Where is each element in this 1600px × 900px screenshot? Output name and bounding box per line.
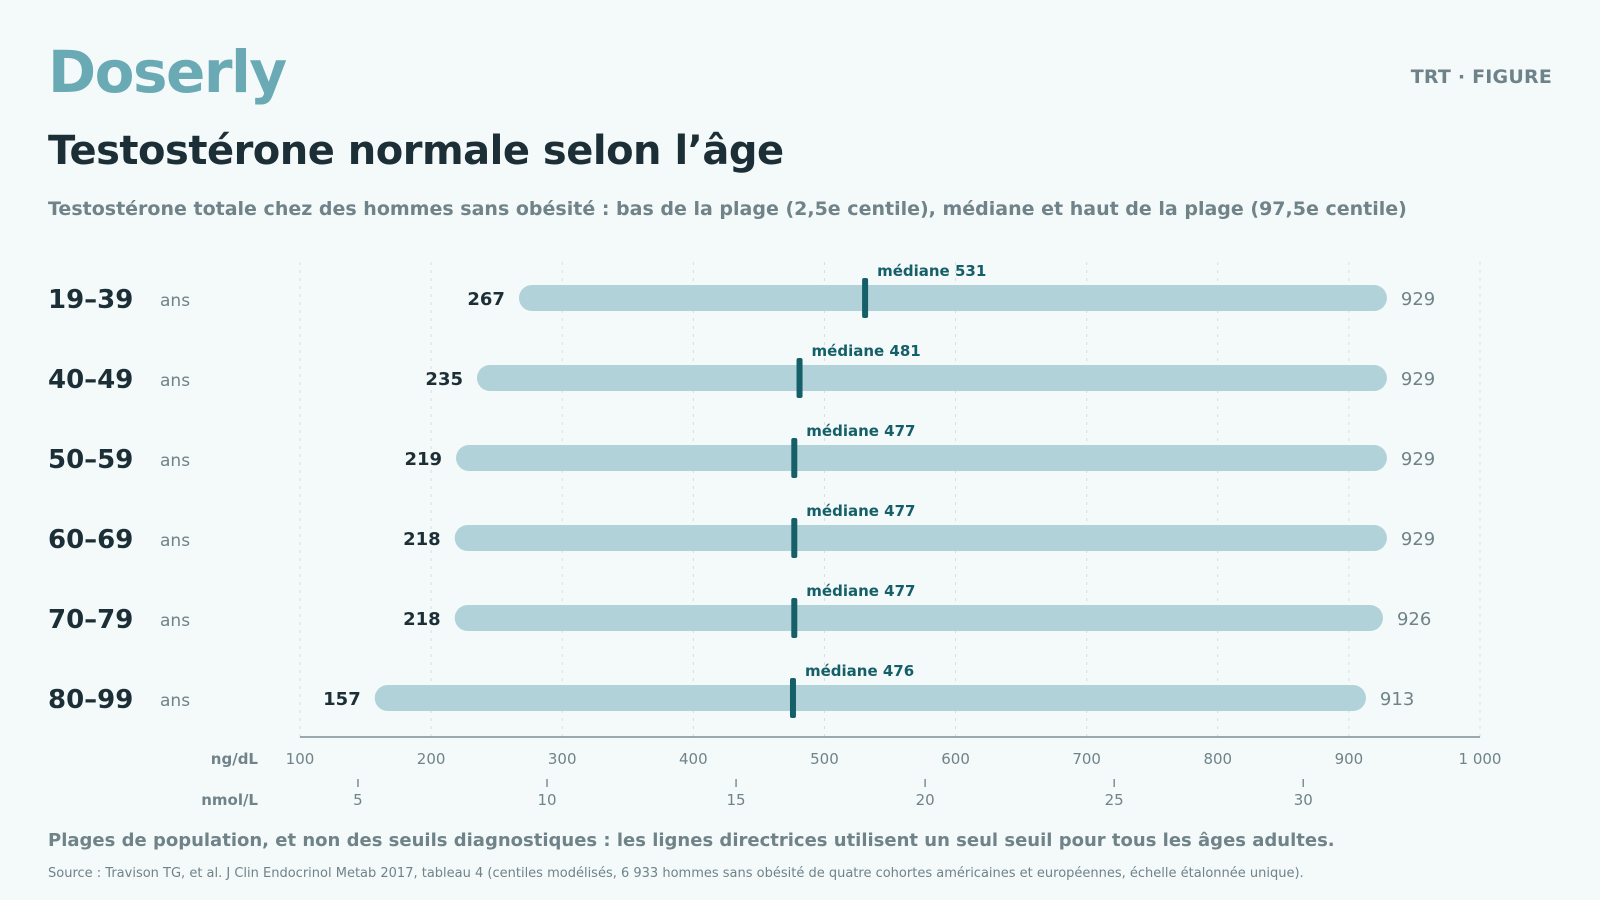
high-value-label: 913	[1380, 689, 1414, 710]
x-axis-unit-label: ng/dL	[211, 750, 259, 768]
age-group-label: 50–59	[48, 445, 133, 475]
page-subtitle: Testostérone totale chez des hommes sans…	[48, 198, 1407, 220]
secondary-tick-label: 15	[727, 791, 746, 809]
low-value-label: 218	[403, 529, 441, 550]
median-label: médiane 477	[806, 502, 915, 520]
x-tick-label: 800	[1203, 750, 1232, 768]
age-unit-label: ans	[160, 451, 190, 471]
age-unit-label: ans	[160, 611, 190, 631]
median-marker	[789, 678, 796, 718]
x-tick-label: 900	[1335, 750, 1364, 768]
median-label: médiane 531	[877, 262, 986, 280]
age-unit-label: ans	[160, 371, 190, 391]
footnote: Plages de population, et non des seuils …	[48, 830, 1335, 851]
high-value-label: 929	[1401, 289, 1435, 310]
median-label: médiane 481	[812, 342, 921, 360]
median-label: médiane 476	[805, 662, 914, 680]
median-marker	[796, 358, 803, 398]
age-unit-label: ans	[160, 691, 190, 711]
low-value-label: 157	[323, 689, 361, 710]
source-citation: Source : Travison TG, et al. J Clin Endo…	[48, 866, 1304, 881]
low-value-label: 218	[403, 609, 441, 630]
median-marker	[791, 598, 798, 638]
high-value-label: 929	[1401, 529, 1435, 550]
secondary-tick-label: 5	[353, 791, 363, 809]
high-value-label: 929	[1401, 449, 1435, 470]
range-chart: 19–39 ans 267 929 médiane 531 40–49 ans 235 929 m…	[48, 262, 1502, 809]
secondary-axis-unit-label: nmol/L	[201, 791, 258, 809]
x-tick-label: 600	[941, 750, 970, 768]
figure-tag: TRT · FIGURE	[1410, 66, 1552, 88]
age-group-label: 70–79	[48, 605, 133, 635]
secondary-tick-label: 25	[1105, 791, 1124, 809]
range-bar	[518, 285, 1387, 311]
median-marker	[791, 438, 798, 478]
median-label: médiane 477	[806, 582, 915, 600]
range-bar	[477, 365, 1387, 391]
secondary-tick-label: 10	[537, 791, 556, 809]
x-tick-label: 200	[417, 750, 446, 768]
age-unit-label: ans	[160, 291, 190, 311]
x-tick-label: 300	[548, 750, 577, 768]
median-label: médiane 477	[806, 422, 915, 440]
x-tick-label: 700	[1072, 750, 1101, 768]
x-tick-label: 1 000	[1459, 750, 1502, 768]
secondary-tick-label: 20	[916, 791, 935, 809]
secondary-tick-label: 30	[1294, 791, 1313, 809]
page-title: Testostérone normale selon l’âge	[48, 128, 784, 174]
age-group-label: 80–99	[48, 685, 133, 715]
range-bar	[454, 605, 1383, 631]
range-bar	[374, 685, 1366, 711]
x-tick-label: 400	[679, 750, 708, 768]
brand-logo: Doserly	[48, 38, 287, 106]
low-value-label: 219	[404, 449, 442, 470]
age-group-label: 60–69	[48, 525, 133, 555]
age-group-label: 40–49	[48, 365, 133, 395]
age-group-label: 19–39	[48, 285, 133, 315]
low-value-label: 235	[425, 369, 463, 390]
median-marker	[791, 518, 798, 558]
low-value-label: 267	[467, 289, 505, 310]
x-tick-label: 100	[286, 750, 315, 768]
range-bar	[456, 445, 1387, 471]
high-value-label: 929	[1401, 369, 1435, 390]
high-value-label: 926	[1397, 609, 1431, 630]
age-unit-label: ans	[160, 531, 190, 551]
range-bar	[454, 525, 1387, 551]
median-marker	[862, 278, 869, 318]
x-tick-label: 500	[810, 750, 839, 768]
